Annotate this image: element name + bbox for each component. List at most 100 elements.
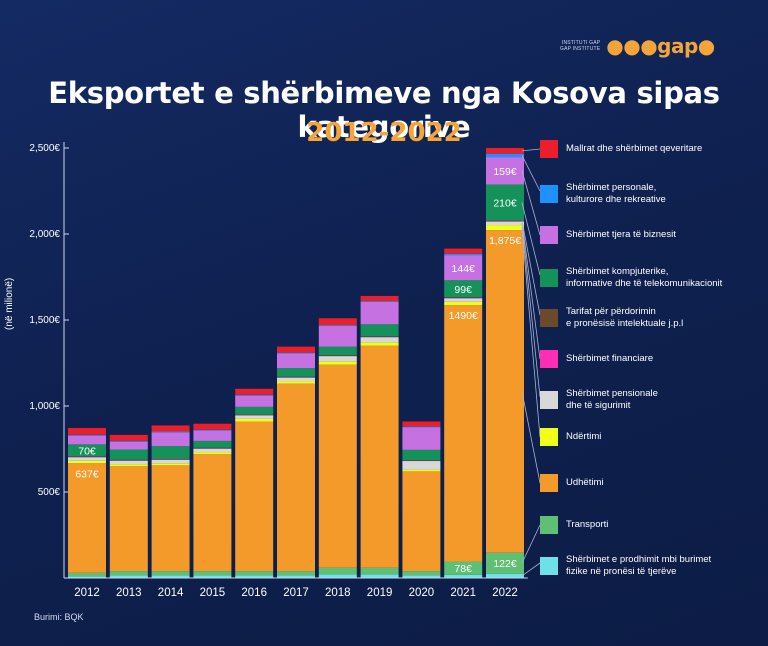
x-tick-label: 2017 <box>283 587 309 599</box>
bar-segment <box>193 571 232 576</box>
logo-mark: ●●●gap● <box>606 34 715 58</box>
bar-segment <box>277 381 315 384</box>
legend-leader-line <box>521 155 541 192</box>
bar-segment <box>318 326 357 347</box>
bar-segment <box>402 460 441 461</box>
bar-segment <box>109 434 148 441</box>
legend-item: Shërbimet kompjuterike, informative dhe t… <box>540 266 722 290</box>
bar-segment <box>402 471 441 572</box>
bar-segment <box>277 571 315 576</box>
bar-segment <box>193 429 232 431</box>
bar-segment <box>318 318 357 326</box>
bar-segment <box>277 376 315 378</box>
bar-segment <box>151 463 190 466</box>
legend-label: Mallrat dhe shërbimet qeveritare <box>566 143 703 154</box>
legend-item: Tarifat për përdorimin e pronësisë intele… <box>540 306 683 330</box>
gap-institute-logo: INSTITUTI GAP GAP INSTITUTE ●●●gap● <box>560 34 715 58</box>
bar-segment <box>193 448 232 453</box>
legend-item: Shërbimet financiare <box>540 350 653 368</box>
legend-item: Transporti <box>540 516 608 534</box>
bar-segment <box>360 337 399 343</box>
legend-label: Transporti <box>566 519 609 530</box>
bar-segment <box>486 225 524 231</box>
bar-segment <box>444 280 483 298</box>
bar-segment <box>444 305 483 562</box>
bar-segment <box>486 148 524 154</box>
legend-label: Shërbimet personale, kulturore dhe rekrea… <box>566 182 666 205</box>
x-tick-label: 2015 <box>200 587 226 599</box>
bar-segment <box>444 561 483 575</box>
legend-swatch <box>540 309 558 327</box>
legend-swatch <box>540 557 558 575</box>
legend-item: Udhëtimi <box>540 474 604 492</box>
legend-leader-line <box>521 221 541 360</box>
x-tick-label: 2020 <box>409 587 435 599</box>
legend-label: Ndërtimi <box>566 431 602 442</box>
legend-item: Shërbimet personale, kulturore dhe rekrea… <box>540 182 666 206</box>
bar-segment <box>235 415 274 419</box>
bar-segment <box>318 355 357 356</box>
y-tick-label: 1,500€ <box>29 315 60 326</box>
bar-segment <box>402 421 441 427</box>
bar-segment <box>109 466 148 572</box>
legend-leader-line <box>521 391 541 484</box>
data-label: 210€ <box>493 198 517 210</box>
data-label: 637€ <box>75 468 99 480</box>
bar-segment <box>109 441 148 450</box>
legend-item: Ndërtimi <box>540 428 601 446</box>
bar-segment <box>444 574 483 578</box>
bar-segment <box>109 571 148 576</box>
bar-segment <box>193 423 232 430</box>
bar-segment <box>68 435 106 445</box>
bar-segment <box>151 459 190 464</box>
data-label: 99€ <box>454 284 472 296</box>
x-tick-label: 2012 <box>74 587 100 599</box>
bar-segment <box>318 346 357 356</box>
bar-segment <box>235 418 274 422</box>
bar-segment <box>68 572 106 577</box>
bar-segment <box>444 297 483 299</box>
data-label: 159€ <box>493 166 517 178</box>
bar-segment <box>68 460 106 464</box>
legend-swatch <box>540 350 558 368</box>
bar-segment <box>193 454 232 572</box>
bar-segment <box>318 364 357 568</box>
bar-segment <box>360 301 399 302</box>
bar-segment <box>68 428 106 435</box>
legend-swatch <box>540 391 558 409</box>
bar-segment <box>402 571 441 576</box>
bar-segment <box>193 452 232 455</box>
bar-segment <box>193 447 232 449</box>
bar-segment <box>193 575 232 578</box>
bar-segment <box>235 394 274 396</box>
bar-segment <box>68 463 106 573</box>
bar-segment <box>235 388 274 395</box>
legend-leader-line <box>521 223 541 398</box>
bar-segment <box>68 434 106 436</box>
bar-segment <box>360 567 399 575</box>
bar-segment <box>277 353 315 369</box>
bar-segment <box>277 368 315 377</box>
y-tick-label: 2,000€ <box>29 229 60 240</box>
legend-leader-line <box>521 220 541 316</box>
bar-segment <box>486 221 524 226</box>
bar-segment <box>235 395 274 407</box>
bar-segment <box>444 255 483 281</box>
bar-segment <box>109 460 148 465</box>
bar-segment <box>109 464 148 467</box>
legend-leader-line <box>521 227 541 438</box>
legend-leader-line <box>521 202 541 276</box>
bar-segment <box>193 440 232 448</box>
chart-subtitle: 2012-2022 <box>306 118 462 148</box>
legend-item: Shërbimet tjera të biznesit <box>540 226 676 244</box>
y-tick-label: 1,000€ <box>29 401 60 412</box>
bar-segment <box>402 469 441 472</box>
bar-segment <box>486 184 524 221</box>
bar-segment <box>402 461 441 470</box>
legend-swatch <box>540 516 558 534</box>
bar-segment <box>68 576 106 578</box>
data-label: 144€ <box>452 263 476 275</box>
bar-segment <box>486 220 524 222</box>
x-tick-label: 2022 <box>492 587 518 599</box>
